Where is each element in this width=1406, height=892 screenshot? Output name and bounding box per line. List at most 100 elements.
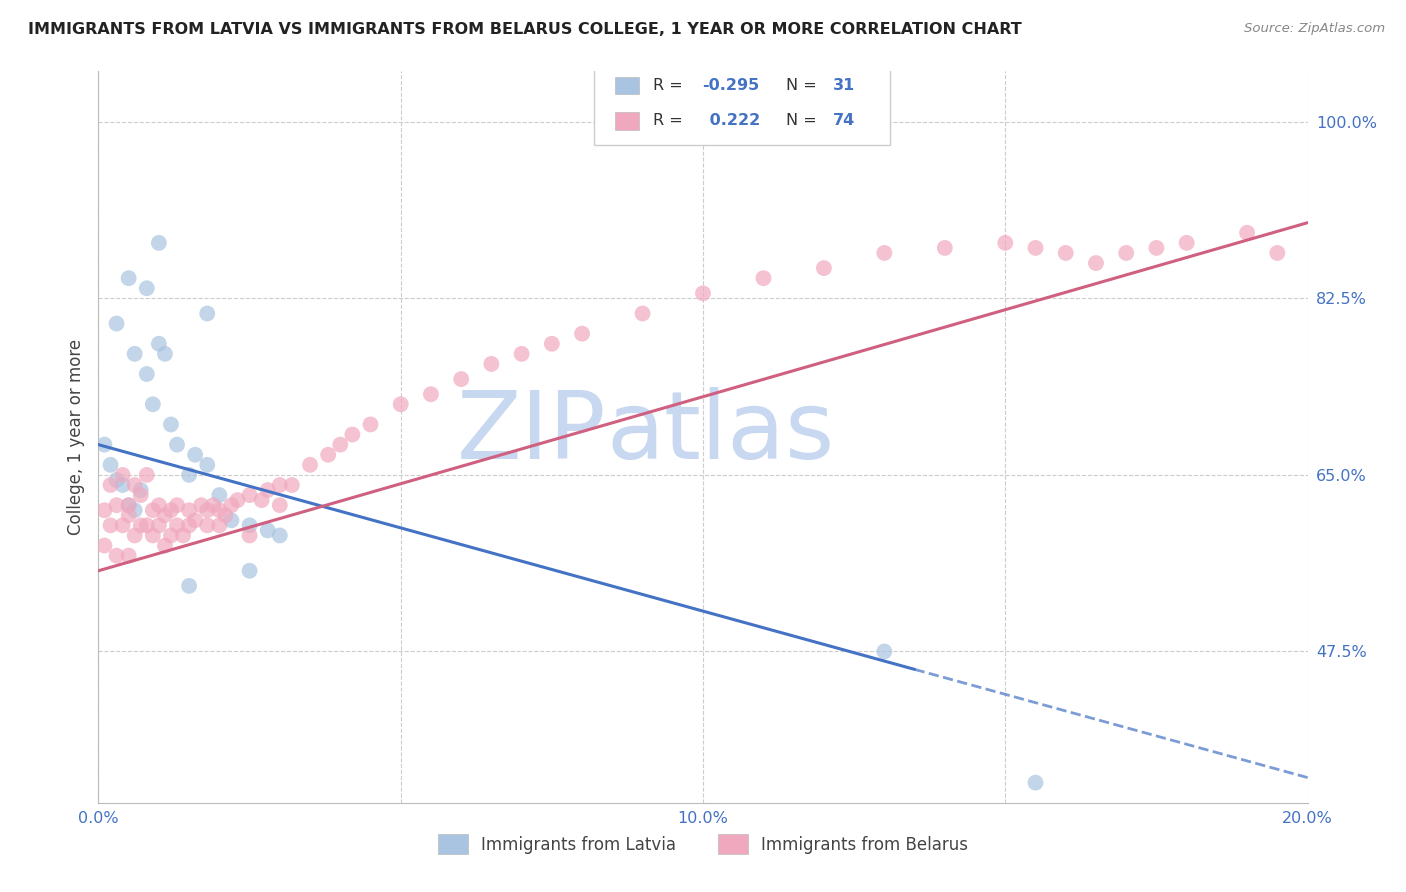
Point	[129, 483, 152, 497]
Text: N =: N =	[786, 113, 823, 128]
Text: atlas: atlas	[606, 387, 835, 479]
Point	[100, 518, 122, 533]
Point	[100, 478, 122, 492]
Point	[166, 498, 188, 512]
Point	[692, 286, 714, 301]
Point	[510, 347, 533, 361]
Point	[208, 518, 231, 533]
Point	[179, 518, 201, 533]
Point	[153, 539, 176, 553]
Point	[239, 488, 262, 502]
Point	[135, 518, 157, 533]
Point	[934, 241, 956, 255]
Point	[148, 518, 170, 533]
Point	[342, 427, 364, 442]
Legend: Immigrants from Latvia, Immigrants from Belarus: Immigrants from Latvia, Immigrants from …	[432, 828, 974, 860]
FancyBboxPatch shape	[614, 77, 638, 95]
Point	[239, 564, 262, 578]
Point	[389, 397, 412, 411]
Point	[184, 448, 207, 462]
Text: N =: N =	[786, 78, 823, 93]
Point	[105, 473, 128, 487]
Point	[111, 518, 134, 533]
Point	[179, 579, 201, 593]
Point	[214, 508, 236, 523]
Point	[873, 246, 896, 260]
Point	[1236, 226, 1258, 240]
FancyBboxPatch shape	[614, 112, 638, 129]
Point	[129, 518, 152, 533]
Point	[226, 493, 249, 508]
Point	[360, 417, 382, 432]
Point	[179, 503, 201, 517]
Text: ZIP: ZIP	[457, 387, 606, 479]
Point	[221, 498, 243, 512]
Point	[135, 281, 157, 295]
Point	[111, 467, 134, 482]
Point	[195, 503, 218, 517]
Point	[256, 483, 278, 497]
Point	[269, 498, 291, 512]
Point	[1267, 246, 1289, 260]
Point	[142, 528, 165, 542]
Point	[195, 518, 218, 533]
Point	[190, 498, 212, 512]
Point	[160, 417, 183, 432]
Point	[118, 549, 141, 563]
Point	[873, 644, 896, 658]
Text: 0.222: 0.222	[704, 113, 761, 128]
Point	[160, 528, 183, 542]
Point	[1115, 246, 1137, 260]
Point	[93, 437, 115, 451]
Point	[166, 518, 188, 533]
Point	[195, 306, 218, 320]
Point	[129, 488, 152, 502]
Point	[221, 513, 243, 527]
Point	[481, 357, 503, 371]
Point	[105, 498, 128, 512]
Point	[239, 528, 262, 542]
Point	[93, 503, 115, 517]
Point	[142, 397, 165, 411]
Point	[250, 493, 273, 508]
Point	[1175, 235, 1198, 250]
Y-axis label: College, 1 year or more: College, 1 year or more	[66, 339, 84, 535]
Point	[571, 326, 593, 341]
Point	[329, 437, 352, 451]
Point	[540, 336, 562, 351]
Point	[184, 513, 207, 527]
Point	[420, 387, 443, 401]
Point	[1024, 241, 1046, 255]
Point	[93, 539, 115, 553]
Point	[153, 508, 176, 523]
Point	[179, 467, 201, 482]
Text: R =: R =	[654, 78, 689, 93]
Point	[148, 235, 170, 250]
Point	[124, 528, 146, 542]
Point	[208, 503, 231, 517]
Point	[105, 317, 128, 331]
Point	[450, 372, 472, 386]
Point	[299, 458, 322, 472]
Point	[269, 528, 291, 542]
Point	[118, 508, 141, 523]
Point	[172, 528, 194, 542]
Point	[752, 271, 775, 285]
Point	[111, 478, 134, 492]
FancyBboxPatch shape	[595, 61, 890, 145]
Point	[166, 437, 188, 451]
Point	[100, 458, 122, 472]
Point	[160, 503, 183, 517]
Point	[118, 498, 141, 512]
Point	[124, 478, 146, 492]
Point	[239, 518, 262, 533]
Point	[269, 478, 291, 492]
Point	[1085, 256, 1108, 270]
Point	[124, 503, 146, 517]
Point	[148, 498, 170, 512]
Point	[208, 488, 231, 502]
Point	[135, 467, 157, 482]
Point	[153, 347, 176, 361]
Point	[135, 367, 157, 381]
Point	[124, 347, 146, 361]
